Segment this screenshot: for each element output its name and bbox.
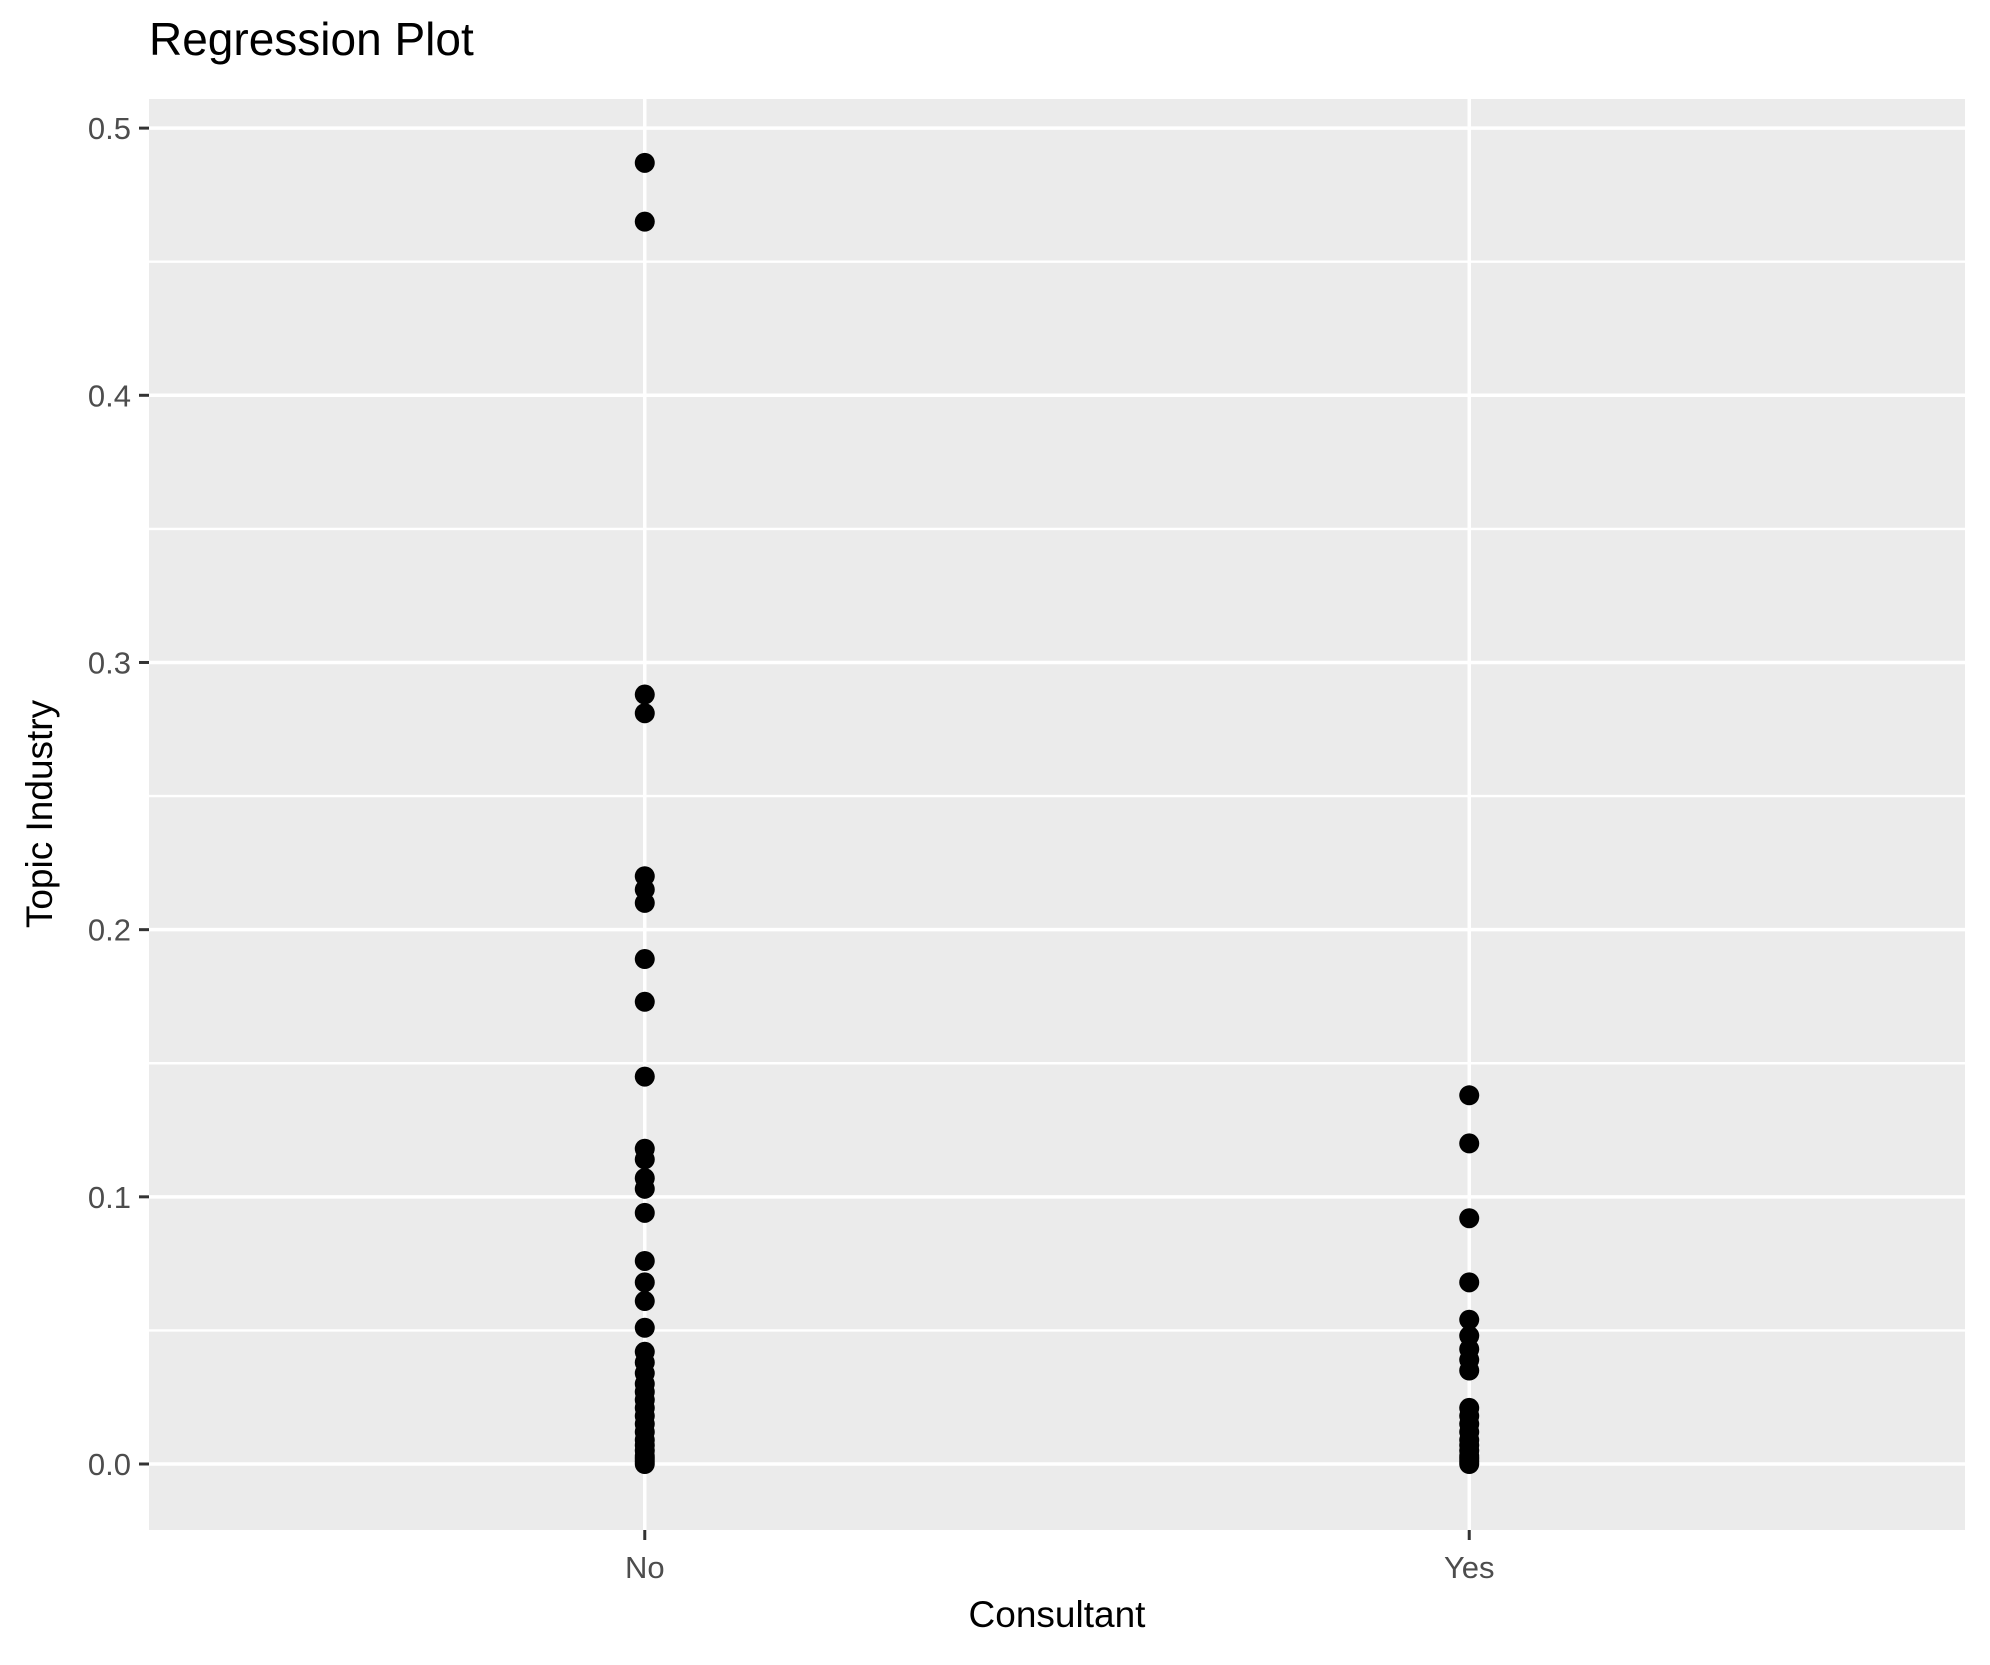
data-point — [634, 1149, 655, 1170]
data-point — [634, 1317, 655, 1338]
x-tick-label: No — [625, 1550, 665, 1585]
data-point — [634, 991, 655, 1012]
data-point — [1459, 1454, 1480, 1475]
data-point — [634, 211, 655, 232]
data-point — [634, 1272, 655, 1293]
y-tick-label: 0.5 — [88, 111, 131, 146]
data-point — [634, 152, 655, 173]
data-point — [634, 949, 655, 970]
data-point — [1459, 1208, 1480, 1229]
data-point — [634, 1291, 655, 1312]
data-point — [1459, 1360, 1480, 1381]
data-point — [634, 1202, 655, 1223]
data-point — [1459, 1272, 1480, 1293]
data-point — [634, 1066, 655, 1087]
x-axis-title: Consultant — [968, 1594, 1146, 1635]
data-point — [634, 703, 655, 724]
y-tick-label: 0.3 — [88, 645, 131, 680]
x-tick-label: Yes — [1444, 1550, 1495, 1585]
data-point — [634, 1454, 655, 1475]
y-tick-label: 0.2 — [88, 913, 131, 948]
data-point — [1459, 1085, 1480, 1106]
data-point — [1459, 1133, 1480, 1154]
y-tick-label: 0.1 — [88, 1180, 131, 1215]
y-tick-label: 0.4 — [88, 378, 131, 413]
plot-title: Regression Plot — [149, 13, 474, 65]
data-point — [634, 1178, 655, 1199]
panel-background — [149, 99, 1965, 1530]
y-axis-title: Topic Industry — [19, 699, 60, 929]
y-tick-label: 0.0 — [88, 1447, 131, 1482]
data-point — [634, 1250, 655, 1271]
data-point — [1459, 1309, 1480, 1330]
data-point — [634, 892, 655, 913]
data-point — [634, 684, 655, 705]
